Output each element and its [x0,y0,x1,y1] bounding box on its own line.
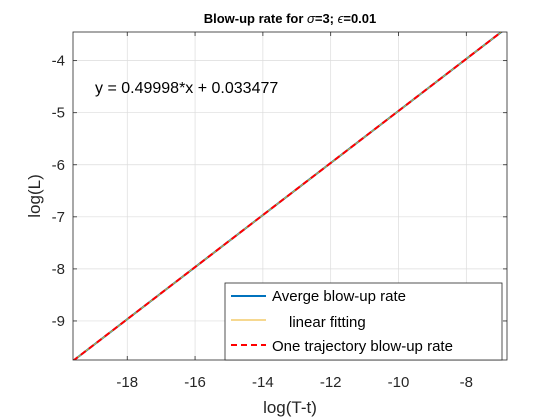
x-tick-label: -12 [320,374,342,391]
x-tick-label: -10 [388,374,410,391]
x-tick-label: -18 [116,374,138,391]
title-sigma-symbol: σ [307,11,316,26]
fit-equation-annotation: y = 0.49998*x + 0.033477 [95,80,278,97]
y-tick-labels: -9 -8 -7 -6 -5 -4 [52,53,65,330]
y-tick-label: -8 [52,261,65,278]
y-tick-label: -9 [52,313,65,330]
y-tick-label: -7 [52,209,65,226]
y-tick-label: -5 [52,105,65,122]
legend-box [224,282,503,361]
y-axis-label: log(L) [25,174,44,217]
x-tick-label: -8 [460,374,473,391]
title-eps-value: =0.01 [343,11,376,26]
x-tick-labels: -18 -16 -14 -12 -10 -8 [116,374,473,391]
title-eps-symbol: ϵ [338,11,344,26]
legend-label-average: Averge blow-up rate [272,288,406,305]
series-lines [73,32,503,360]
title-prefix: Blow-up rate for [204,11,307,26]
chart-title: Blow-up rate for σ=3; ϵ=0.01 [204,11,377,26]
legend: Averge blow-up rate linear fitting One t… [224,282,503,361]
title-sigma-value: =3; [315,11,338,26]
legend-label-fitting: linear fitting [289,314,366,331]
series-line-trajectory [73,32,503,360]
y-tick-label: -6 [52,157,65,174]
y-tick-label: -4 [52,53,65,70]
x-tick-label: -14 [252,374,274,391]
x-tick-label: -16 [184,374,206,391]
legend-label-trajectory: One trajectory blow-up rate [272,338,453,355]
x-axis-label: log(T-t) [263,398,317,417]
grid-lines [73,32,507,360]
